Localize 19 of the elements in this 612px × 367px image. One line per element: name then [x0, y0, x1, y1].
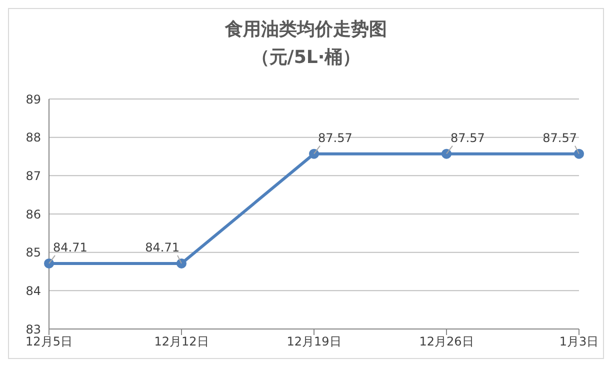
- y-tick-label: 84: [26, 284, 41, 298]
- x-tick-label: 12月5日: [26, 334, 72, 349]
- x-tick-label: 1月3日: [559, 334, 599, 349]
- chart-title: 食用油类均价走势图: [224, 18, 388, 41]
- x-tick-label: 12月12日: [154, 334, 209, 349]
- y-tick-label: 88: [26, 130, 41, 145]
- y-tick-label: 85: [26, 246, 41, 260]
- data-label: 84.71: [145, 240, 180, 254]
- y-tick-label: 89: [26, 92, 41, 106]
- data-label: 87.57: [318, 130, 352, 145]
- y-tick-label: 83: [26, 322, 41, 336]
- x-tick-label: 12月26日: [419, 334, 474, 349]
- data-label: 87.57: [450, 130, 485, 145]
- chart-subtitle: （元/5L·桶）: [250, 46, 362, 69]
- data-label: 84.71: [53, 240, 88, 254]
- y-tick-label: 86: [26, 207, 41, 222]
- x-tick-label: 12月19日: [286, 334, 342, 349]
- y-tick-label: 87: [26, 168, 41, 183]
- data-label: 87.57: [542, 130, 577, 145]
